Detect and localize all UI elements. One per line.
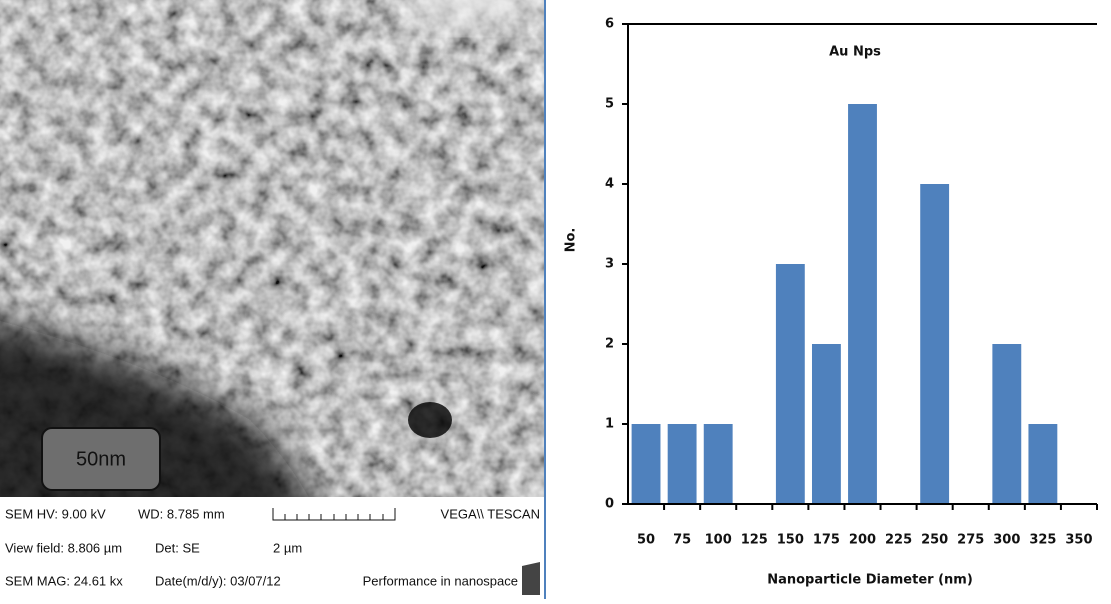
x-axis-label: Nanoparticle Diameter (nm) (767, 573, 973, 588)
sem-info: VEGA\\ TESCAN (441, 506, 540, 521)
y-tick-label: 1 (605, 417, 614, 432)
x-tick-label: 350 (1065, 533, 1092, 548)
bar (775, 264, 805, 504)
y-tick-label: 4 (605, 177, 614, 192)
sem-info: 2 µm (273, 540, 302, 555)
x-tick-label: 175 (813, 533, 840, 548)
sem-info: Date(m/d/y): 03/07/12 (155, 573, 281, 588)
bar (992, 344, 1022, 504)
sem-info: SEM HV: 9.00 kV (5, 506, 106, 521)
x-tick-label: 300 (993, 533, 1020, 548)
y-tick-label: 5 (605, 97, 614, 112)
bar (1028, 424, 1058, 504)
x-tick-label: 200 (849, 533, 876, 548)
y-tick-label: 0 (605, 497, 614, 512)
scale-box-label: 50nm (76, 448, 126, 470)
x-tick-label: 275 (957, 533, 984, 548)
sem-info: SEM MAG: 24.61 kx (5, 573, 123, 588)
sem-image (0, 0, 545, 497)
logo (522, 562, 540, 595)
x-tick-label: 225 (885, 533, 912, 548)
bar (920, 184, 950, 504)
bar (703, 424, 733, 504)
scale-ruler (272, 508, 396, 521)
sem-info: View field: 8.806 µm (5, 540, 122, 555)
sem-info: WD: 8.785 mm (138, 506, 225, 521)
sem-info: Det: SE (155, 540, 200, 555)
y-axis-label: No. (564, 228, 579, 253)
x-tick-label: 250 (921, 533, 948, 548)
chart-title: Au Nps (829, 45, 881, 60)
bar (811, 344, 841, 504)
y-tick-label: 6 (605, 17, 614, 32)
sem-info: Performance in nanospace (363, 573, 518, 588)
x-tick-label: 75 (673, 533, 691, 548)
x-tick-label: 100 (705, 533, 732, 548)
bar (631, 424, 661, 504)
x-tick-label: 125 (741, 533, 768, 548)
scale-box (41, 427, 161, 491)
x-tick-label: 325 (1029, 533, 1056, 548)
bar (848, 104, 877, 504)
bar (667, 424, 697, 504)
y-tick-label: 2 (605, 337, 614, 352)
y-tick-label: 3 (605, 257, 614, 272)
x-tick-label: 50 (637, 533, 655, 548)
x-tick-label: 150 (777, 533, 804, 548)
